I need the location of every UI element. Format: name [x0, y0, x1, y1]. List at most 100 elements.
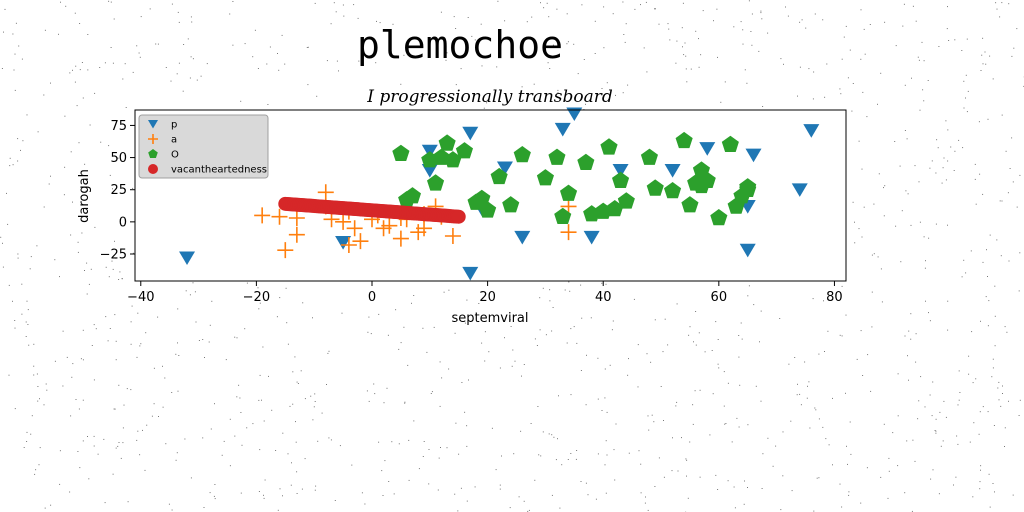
x-tick-label: 80 [826, 290, 843, 305]
data-point [606, 200, 624, 217]
data-point [514, 230, 531, 245]
data-point [803, 124, 820, 138]
data-point [335, 236, 352, 250]
legend-label: O [171, 150, 179, 161]
data-point [421, 164, 438, 178]
y-tick-label: 25 [110, 183, 127, 198]
x-axis: −40 −20 0 20 40 60 80 [127, 281, 843, 305]
data-point [271, 208, 288, 225]
x-axis-label: septemviral [451, 311, 528, 326]
data-point [444, 228, 461, 244]
x-tick-label: 20 [479, 290, 496, 305]
y-tick-label: 50 [110, 151, 127, 166]
data-point [479, 201, 497, 218]
x-tick-label: 40 [595, 290, 612, 305]
data-point [473, 189, 491, 206]
y-tick-label: 0 [119, 215, 127, 230]
data-point [392, 144, 410, 161]
data-point [600, 138, 618, 155]
data-point [277, 242, 294, 259]
data-point [664, 164, 681, 178]
data-point [502, 196, 520, 213]
legend-label: p [171, 120, 177, 131]
y-tick-label: −25 [100, 248, 127, 263]
data-point [699, 142, 716, 156]
series-O [392, 131, 757, 226]
data-point [451, 209, 466, 224]
data-point [438, 134, 456, 151]
data-point [560, 198, 577, 215]
data-point [791, 183, 808, 197]
data-point [612, 164, 629, 178]
legend-swatch [148, 134, 158, 144]
data-point [566, 107, 583, 122]
data-point [179, 251, 196, 266]
y-tick-label: 75 [110, 119, 127, 134]
data-point [288, 210, 305, 226]
series-vacantheartedness [278, 196, 466, 224]
data-point [745, 148, 762, 163]
data-point [392, 230, 409, 247]
data-point [288, 226, 305, 243]
legend-item: O [148, 149, 179, 161]
x-tick-label: −40 [127, 290, 154, 305]
legend-label: a [171, 135, 177, 146]
data-point [664, 182, 682, 199]
legend-swatch [148, 164, 158, 174]
data-point [739, 243, 756, 258]
data-marks [161, 107, 820, 281]
axes-frame [134, 109, 847, 282]
data-point [490, 167, 508, 185]
data-point [646, 179, 664, 196]
x-tick-label: 0 [368, 290, 376, 305]
data-point [444, 151, 462, 168]
data-point [381, 217, 398, 234]
data-point [560, 224, 577, 241]
data-point [739, 178, 757, 195]
legend-swatch [148, 149, 158, 158]
legend-item: vacantheartedness [148, 164, 267, 176]
data-point [416, 220, 433, 237]
data-point [617, 192, 635, 209]
data-point [340, 237, 357, 253]
x-tick-label: 60 [711, 290, 728, 305]
data-point [352, 233, 369, 250]
data-point [698, 171, 716, 188]
data-point [346, 220, 363, 237]
data-point [554, 207, 572, 224]
data-point [455, 142, 473, 159]
data-point [254, 207, 271, 224]
data-point [536, 169, 554, 186]
data-point [403, 187, 421, 204]
data-point [462, 126, 479, 141]
data-point [548, 148, 566, 165]
data-point [640, 148, 658, 165]
data-point [721, 135, 739, 152]
data-point [462, 266, 479, 281]
data-point [317, 184, 334, 201]
figure-title: plemochoe [357, 23, 563, 67]
data-point [577, 153, 595, 170]
data-point [612, 171, 630, 188]
y-axis-label: darogah [77, 169, 92, 223]
data-point [675, 131, 693, 149]
legend-label: vacantheartedness [171, 165, 267, 176]
data-point [710, 209, 728, 226]
data-point [681, 196, 699, 213]
data-point [335, 213, 352, 230]
legend-box [138, 114, 269, 179]
legend-swatch [148, 120, 158, 129]
data-point [560, 184, 578, 201]
data-point [496, 161, 513, 176]
data-point [583, 230, 600, 245]
data-point [427, 174, 445, 191]
data-point [554, 122, 571, 137]
y-axis: −25 0 25 50 75 [100, 119, 135, 263]
axes-title: I progressionally transboard [366, 87, 613, 107]
legend-item: p [148, 120, 177, 131]
data-point [513, 146, 531, 163]
x-tick-label: −20 [243, 290, 270, 305]
